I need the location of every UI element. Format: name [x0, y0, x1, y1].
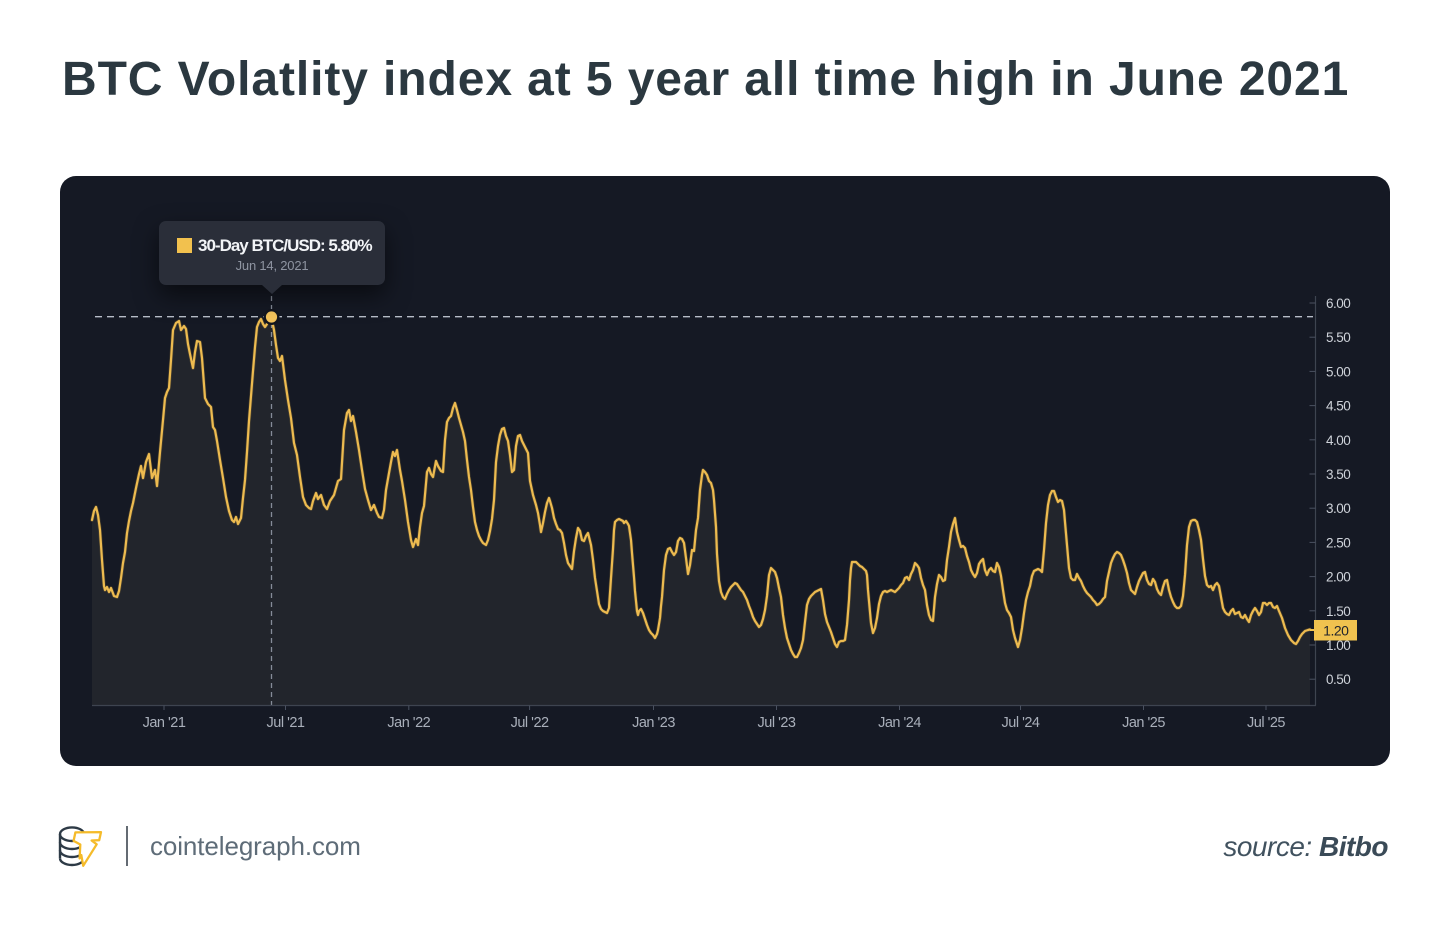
- svg-text:Jul '24: Jul '24: [1002, 715, 1040, 731]
- svg-text:4.00: 4.00: [1326, 433, 1350, 448]
- svg-text:2.00: 2.00: [1326, 570, 1350, 585]
- svg-text:Jul '21: Jul '21: [267, 715, 305, 731]
- svg-text:5.50: 5.50: [1326, 330, 1350, 345]
- svg-text:5.00: 5.00: [1326, 364, 1350, 379]
- svg-text:Jul '23: Jul '23: [758, 715, 796, 731]
- svg-text:6.00: 6.00: [1326, 296, 1350, 311]
- svg-text:4.50: 4.50: [1326, 399, 1350, 414]
- svg-text:2.50: 2.50: [1326, 535, 1350, 550]
- svg-text:1.50: 1.50: [1326, 604, 1350, 619]
- svg-text:0.50: 0.50: [1326, 672, 1350, 687]
- svg-text:Jan '23: Jan '23: [632, 715, 675, 731]
- svg-text:Jan '25: Jan '25: [1122, 715, 1165, 731]
- svg-text:3.00: 3.00: [1326, 501, 1350, 516]
- svg-text:1.00: 1.00: [1326, 638, 1350, 653]
- svg-text:Jan '24: Jan '24: [878, 715, 921, 731]
- svg-text:1.20: 1.20: [1323, 623, 1349, 639]
- svg-text:Jul '25: Jul '25: [1247, 715, 1285, 731]
- svg-text:Jan '21: Jan '21: [143, 715, 186, 731]
- svg-text:Jul '22: Jul '22: [511, 715, 549, 731]
- svg-text:Jan '22: Jan '22: [387, 715, 430, 731]
- svg-text:3.50: 3.50: [1326, 467, 1350, 482]
